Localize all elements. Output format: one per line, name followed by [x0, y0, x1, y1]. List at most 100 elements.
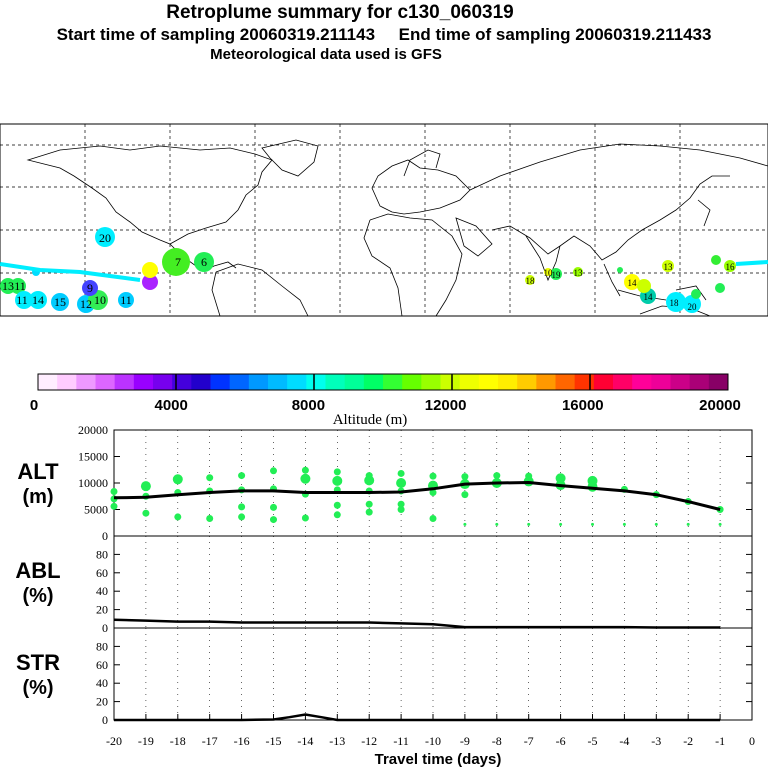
altitude-point: [110, 502, 118, 510]
altitude-point: [527, 522, 531, 526]
colorbar-cell: [95, 374, 116, 390]
altitude-point: [463, 522, 467, 526]
plume-marker: [51, 293, 69, 311]
plume-marker: [550, 268, 562, 280]
map-marker-label: 9: [87, 281, 93, 295]
series-line-abl: [113, 618, 721, 629]
plume-marker: [162, 248, 190, 276]
x-tick-label: -12: [361, 734, 377, 748]
plume-marker: [29, 291, 47, 309]
colorbar-cell: [191, 374, 211, 390]
x-tick-label: -14: [297, 734, 313, 748]
plume-marker: [637, 279, 651, 293]
map-marker-label: 10: [94, 293, 106, 307]
map-marker-label: 6: [201, 255, 207, 269]
map-marker-label: 11: [14, 279, 26, 293]
plume-marker: [724, 260, 736, 272]
colorbar-cell: [287, 374, 307, 390]
plume-marker: [82, 280, 98, 296]
altitude-point: [333, 501, 341, 509]
colorbar-tick-label: 8000: [292, 397, 325, 414]
map-graticule: [0, 124, 768, 316]
y-tick-label: 40: [96, 676, 108, 690]
colorbar-cell: [248, 374, 269, 390]
map-marker-label: 18: [526, 276, 536, 286]
altitude-point: [301, 466, 309, 474]
map-marker-label: 18: [670, 298, 680, 308]
map-frame: [0, 123, 768, 317]
map-marker-label: 13: [664, 262, 674, 272]
colorbar-cell: [383, 374, 403, 390]
y-tick-label: 0: [102, 529, 108, 543]
altitude-point: [654, 522, 658, 526]
map-marker-label: 13: [2, 279, 14, 293]
altitude-point: [140, 481, 151, 492]
altitude-point: [718, 522, 722, 526]
altitude-point: [461, 473, 469, 481]
x-tick-label: -20: [106, 734, 122, 748]
colorbar-cell: [76, 374, 96, 390]
colorbar-cell: [593, 374, 614, 390]
x-tick-label: -16: [234, 734, 250, 748]
colorbar: 0 4000 8000 12000 16000 20000 Altitude (m): [30, 373, 741, 428]
x-tick-label: -8: [492, 734, 502, 748]
map-marker-label: 15: [54, 295, 66, 309]
panel-label: STR: [16, 650, 60, 675]
map-marker-label: 16: [726, 262, 736, 272]
colorbar-cell: [402, 374, 422, 390]
colorbar-cell: [613, 374, 633, 390]
altitude-point: [300, 473, 311, 484]
chart-title: Retroplume summary for c130_060319: [166, 2, 514, 23]
map-marker-label: 20: [688, 302, 698, 312]
altitude-point: [270, 467, 277, 475]
altitude-point: [397, 506, 405, 513]
colorbar-cell: [363, 374, 384, 390]
colorbar-cell: [517, 374, 537, 390]
colorbar-cell: [670, 374, 691, 390]
altitude-point: [333, 511, 341, 519]
altitude-point: [270, 503, 277, 511]
plume-marker: [711, 255, 721, 265]
x-tick-label: -10: [425, 734, 441, 748]
end-time-label: End time of sampling 20060319.211433: [398, 25, 712, 44]
panel-unit: (%): [22, 677, 53, 699]
colorbar-cell: [478, 374, 499, 390]
panel-unit: (m): [22, 486, 53, 508]
altitude-point: [332, 475, 343, 486]
y-tick-label: 60: [96, 566, 108, 580]
colorbar-cell: [651, 374, 671, 390]
colorbar-cell: [172, 374, 192, 390]
plume-marker: [194, 252, 214, 272]
map-marker-label: 7: [175, 255, 181, 269]
altitude-point: [493, 472, 501, 480]
plume-marker: [666, 292, 686, 312]
colorbar-cell: [325, 374, 346, 390]
altitude-point: [429, 489, 437, 497]
x-tick-label: -13: [329, 734, 345, 748]
colorbar-cell: [153, 374, 173, 390]
altitude-point: [461, 491, 469, 499]
colorbar-cell: [57, 374, 77, 390]
colorbar-cell: [498, 374, 518, 390]
x-tick-label: -18: [170, 734, 186, 748]
colorbar-cell: [421, 374, 441, 390]
altitude-point: [270, 516, 277, 524]
colorbar-cell: [555, 374, 576, 390]
altitude-point: [301, 514, 309, 522]
start-time-label: Start time of sampling 20060319.211143: [56, 25, 376, 44]
colorbar-tick-label: 4000: [155, 397, 188, 414]
altitude-point: [559, 522, 563, 526]
plume-marker: [142, 262, 158, 278]
map-marker-label: 11: [16, 293, 28, 307]
altitude-point: [397, 500, 405, 508]
altitude-point: [397, 469, 405, 477]
y-tick-label: 20000: [78, 423, 108, 437]
altitude-point: [622, 522, 626, 526]
y-tick-label: 0: [102, 621, 108, 635]
colorbar-cell: [229, 374, 250, 390]
altitude-point: [110, 487, 118, 495]
map-marker-label: 10: [544, 268, 554, 278]
colorbar-cells: [38, 374, 729, 390]
